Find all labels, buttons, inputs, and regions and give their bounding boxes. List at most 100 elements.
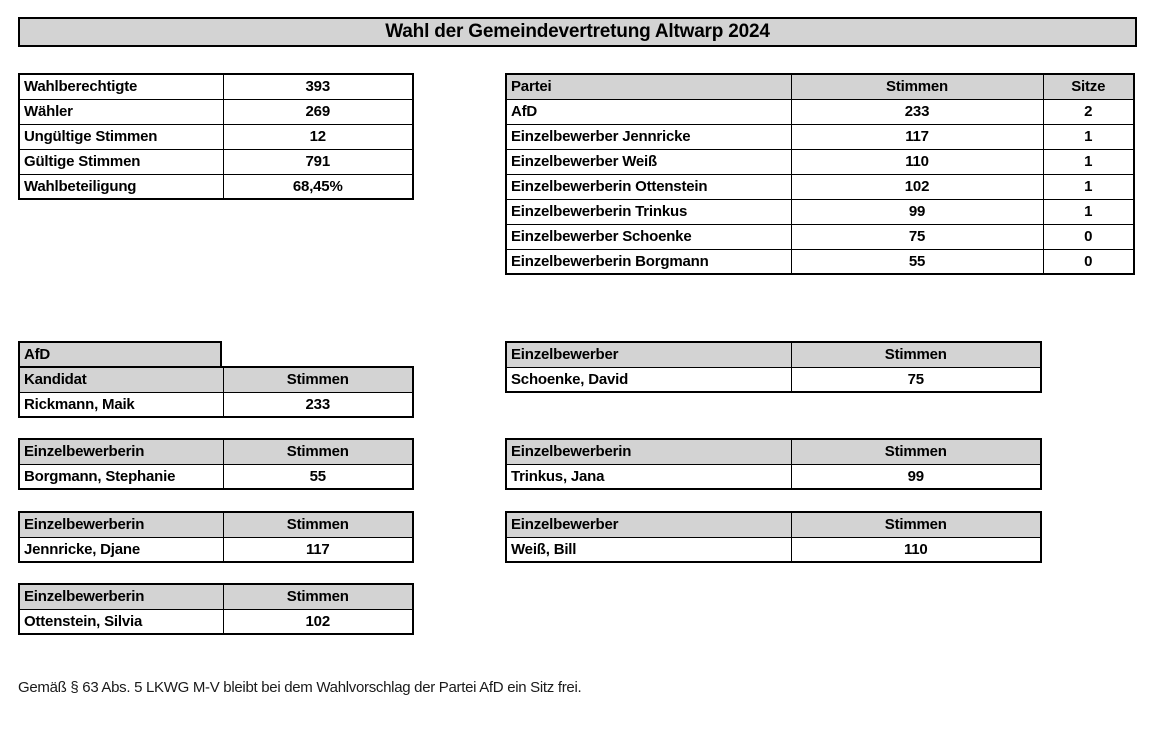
summary-value: 12 (222, 123, 414, 150)
candidate-name: Jennricke, Djane (18, 536, 224, 563)
results-votes: 110 (790, 148, 1044, 175)
table-row: Einzelbewerber Weiß 110 1 (505, 148, 1135, 175)
summary-label: Wahlbeteiligung (18, 173, 224, 200)
results-votes: 99 (790, 198, 1044, 225)
page-title: Wahl der Gemeindevertretung Altwarp 2024 (385, 21, 770, 42)
candidate-name: Borgmann, Stephanie (18, 463, 224, 490)
results-seats: 1 (1042, 173, 1135, 200)
page-title-bar: Wahl der Gemeindevertretung Altwarp 2024 (18, 17, 1137, 47)
votes-header: Stimmen (222, 511, 414, 538)
results-votes: 117 (790, 123, 1044, 150)
table-row: Einzelbewerber Jennricke 117 1 (505, 123, 1135, 150)
summary-table: Wahlberechtigte 393 Wähler 269 Ungültige… (18, 73, 414, 200)
results-seats: 2 (1042, 98, 1135, 125)
table-row: Ottenstein, Silvia 102 (18, 608, 414, 635)
candidate-votes: 117 (222, 536, 414, 563)
table-header-row: Kandidat Stimmen (18, 366, 414, 393)
candidate-header: Einzelbewerberin (18, 438, 224, 465)
results-seats: 1 (1042, 198, 1135, 225)
votes-header: Stimmen (790, 511, 1042, 538)
summary-label: Gültige Stimmen (18, 148, 224, 175)
table-header-row: Einzelbewerberin Stimmen (18, 511, 414, 538)
candidate-votes: 102 (222, 608, 414, 635)
table-row: Weiß, Bill 110 (505, 536, 1042, 563)
table-header-row: Partei Stimmen Sitze (505, 73, 1135, 100)
results-table: Partei Stimmen Sitze AfD 233 2 Einzelbew… (505, 73, 1135, 275)
table-header-row: Einzelbewerberin Stimmen (18, 438, 414, 465)
candidate-votes: 99 (790, 463, 1042, 490)
results-votes: 55 (790, 248, 1044, 275)
group-header-label: AfD (24, 346, 51, 363)
results-party: Einzelbewerberin Ottenstein (505, 173, 792, 200)
footer-note: Gemäß § 63 Abs. 5 LKWG M-V bleibt bei de… (18, 679, 582, 696)
candidate-name: Schoenke, David (505, 366, 792, 393)
results-seats: 1 (1042, 123, 1135, 150)
table-header-row: Einzelbewerber Stimmen (505, 511, 1042, 538)
candidate-votes: 233 (222, 391, 414, 418)
table-row: Rickmann, Maik 233 (18, 391, 414, 418)
candidate-header: Einzelbewerber (505, 511, 792, 538)
votes-header: Stimmen (790, 341, 1042, 368)
group-header-afd: AfD (18, 341, 222, 366)
table-header-row: Einzelbewerberin Stimmen (505, 438, 1042, 465)
table-header-row: Einzelbewerberin Stimmen (18, 583, 414, 610)
table-row: Einzelbewerberin Trinkus 99 1 (505, 198, 1135, 225)
table-row: Ungültige Stimmen 12 (18, 123, 414, 150)
table-row: Wahlberechtigte 393 (18, 73, 414, 100)
candidate-table-schoenke: Einzelbewerber Stimmen Schoenke, David 7… (505, 341, 1042, 393)
candidate-votes: 75 (790, 366, 1042, 393)
results-party: Einzelbewerberin Trinkus (505, 198, 792, 225)
candidate-header: Einzelbewerber (505, 341, 792, 368)
candidate-table-weiss: Einzelbewerber Stimmen Weiß, Bill 110 (505, 511, 1042, 563)
candidate-table-trinkus: Einzelbewerberin Stimmen Trinkus, Jana 9… (505, 438, 1042, 490)
summary-value: 68,45% (222, 173, 414, 200)
results-header-seats: Sitze (1042, 73, 1135, 100)
summary-value: 269 (222, 98, 414, 125)
candidate-votes: 110 (790, 536, 1042, 563)
votes-header: Stimmen (222, 583, 414, 610)
results-party: Einzelbewerberin Borgmann (505, 248, 792, 275)
summary-label: Wahlberechtigte (18, 73, 224, 100)
summary-value: 791 (222, 148, 414, 175)
candidate-table-afd: Kandidat Stimmen Rickmann, Maik 233 (18, 366, 414, 418)
table-row: Trinkus, Jana 99 (505, 463, 1042, 490)
candidate-table-jennricke: Einzelbewerberin Stimmen Jennricke, Djan… (18, 511, 414, 563)
results-header-votes: Stimmen (790, 73, 1044, 100)
summary-label: Ungültige Stimmen (18, 123, 224, 150)
table-row: Einzelbewerberin Ottenstein 102 1 (505, 173, 1135, 200)
table-row: Wahlbeteiligung 68,45% (18, 173, 414, 200)
results-party: Einzelbewerber Jennricke (505, 123, 792, 150)
results-party: AfD (505, 98, 792, 125)
table-row: Jennricke, Djane 117 (18, 536, 414, 563)
summary-label: Wähler (18, 98, 224, 125)
candidate-header: Einzelbewerberin (505, 438, 792, 465)
votes-header: Stimmen (222, 438, 414, 465)
votes-header: Stimmen (790, 438, 1042, 465)
candidate-header: Einzelbewerberin (18, 511, 224, 538)
table-row: Borgmann, Stephanie 55 (18, 463, 414, 490)
candidate-name: Trinkus, Jana (505, 463, 792, 490)
results-party: Einzelbewerber Schoenke (505, 223, 792, 250)
candidate-votes: 55 (222, 463, 414, 490)
table-row: Einzelbewerber Schoenke 75 0 (505, 223, 1135, 250)
candidate-name: Weiß, Bill (505, 536, 792, 563)
candidate-header: Kandidat (18, 366, 224, 393)
candidate-name: Rickmann, Maik (18, 391, 224, 418)
summary-value: 393 (222, 73, 414, 100)
votes-header: Stimmen (222, 366, 414, 393)
results-party: Einzelbewerber Weiß (505, 148, 792, 175)
candidate-header: Einzelbewerberin (18, 583, 224, 610)
table-row: Schoenke, David 75 (505, 366, 1042, 393)
results-seats: 0 (1042, 248, 1135, 275)
table-row: AfD 233 2 (505, 98, 1135, 125)
candidate-name: Ottenstein, Silvia (18, 608, 224, 635)
table-row: Einzelbewerberin Borgmann 55 0 (505, 248, 1135, 275)
results-seats: 1 (1042, 148, 1135, 175)
results-seats: 0 (1042, 223, 1135, 250)
table-row: Gültige Stimmen 791 (18, 148, 414, 175)
table-row: Wähler 269 (18, 98, 414, 125)
candidate-table-borgmann: Einzelbewerberin Stimmen Borgmann, Steph… (18, 438, 414, 490)
table-header-row: Einzelbewerber Stimmen (505, 341, 1042, 368)
results-votes: 102 (790, 173, 1044, 200)
results-header-party: Partei (505, 73, 792, 100)
